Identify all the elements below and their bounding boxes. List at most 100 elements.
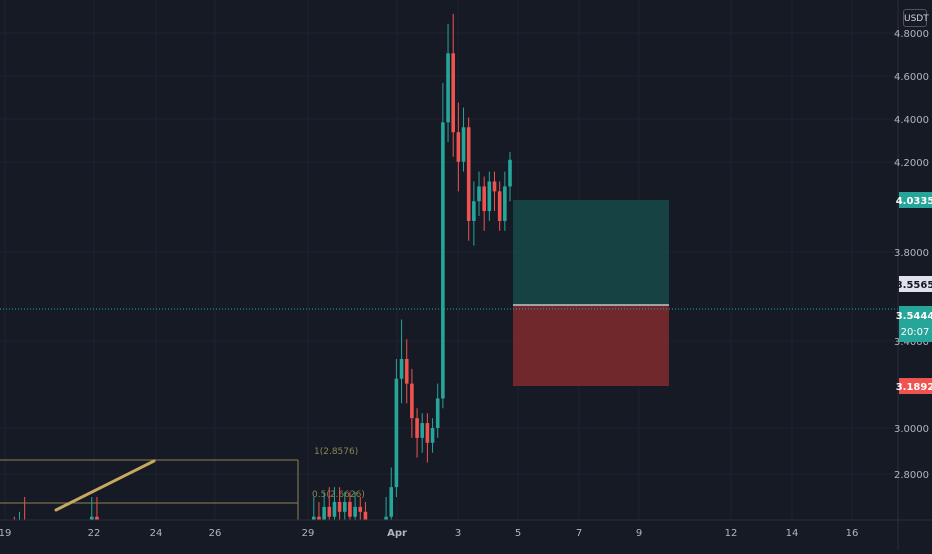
candle[interactable] [461, 107, 466, 172]
candle-body [456, 132, 461, 162]
time-tick-label: 26 [209, 528, 222, 539]
price-tick-label: 3.4000 [894, 337, 929, 348]
candle[interactable] [95, 497, 99, 520]
time-tick-label: 3 [455, 528, 461, 539]
candle-body [451, 53, 456, 133]
candle[interactable] [420, 413, 425, 453]
candle[interactable] [451, 13, 456, 157]
price-label-target: 4.0335 [896, 196, 932, 207]
candle-body [89, 516, 94, 520]
price-label-entry-bg [899, 276, 932, 292]
price-tick-label: 4.8000 [894, 29, 929, 40]
candle[interactable] [446, 23, 450, 143]
candle[interactable] [508, 151, 512, 202]
candle-body [430, 428, 435, 443]
price-label-current-bg [899, 306, 932, 342]
candle-body [477, 186, 481, 202]
candle[interactable] [441, 82, 445, 409]
candle[interactable] [472, 181, 476, 246]
candle-body [446, 53, 450, 123]
candle-body [342, 501, 347, 512]
stop-zone[interactable] [513, 305, 669, 386]
candle[interactable] [348, 492, 352, 520]
price-label-countdown: 20:07 [901, 327, 930, 338]
candle-body [420, 423, 425, 438]
candle-body [503, 186, 507, 221]
candle[interactable] [435, 383, 440, 438]
candle-body [404, 358, 409, 384]
price-tick-label: 4.6000 [894, 72, 929, 83]
price-label-stop: 3.1892 [896, 382, 932, 393]
candle-body [492, 181, 497, 192]
candle[interactable] [327, 487, 332, 520]
candle-body [435, 398, 440, 428]
candle[interactable] [332, 487, 337, 520]
time-tick-label: 19 [0, 528, 11, 539]
candle[interactable] [389, 467, 394, 520]
candle[interactable] [342, 492, 347, 520]
candle-body [363, 511, 368, 520]
price-label-stop-bg [899, 378, 932, 394]
time-axis-bg [0, 520, 932, 550]
price-label-current: 3.5444 [896, 311, 932, 322]
candle[interactable] [415, 408, 419, 458]
candle-body [322, 506, 326, 520]
candle-body [348, 501, 352, 517]
time-tick-label: 22 [88, 528, 101, 539]
candle[interactable] [311, 497, 316, 520]
candle-body [389, 487, 394, 517]
candle[interactable] [410, 368, 414, 438]
candle[interactable] [425, 413, 430, 463]
candle[interactable] [497, 181, 502, 231]
time-tick-label: 7 [576, 528, 582, 539]
price-tick-label: 3.8000 [894, 248, 929, 259]
candle[interactable] [394, 358, 399, 498]
time-tick-label: 16 [846, 528, 859, 539]
candle[interactable] [482, 176, 486, 231]
price-axis-bg [898, 0, 932, 550]
candle-body [311, 516, 316, 520]
candle-body [425, 423, 430, 443]
candle[interactable] [477, 171, 481, 217]
candle-body [394, 378, 399, 488]
trend-line[interactable] [54, 459, 156, 512]
time-tick-label: 9 [636, 528, 642, 539]
currency-selector[interactable]: USDT [903, 9, 929, 27]
candle-body [415, 418, 419, 438]
target-zone[interactable] [513, 200, 669, 305]
price-tick-label: 4.2000 [894, 158, 929, 169]
price-tick-label: 3.0000 [894, 424, 929, 435]
time-tick-label: 14 [786, 528, 799, 539]
candle[interactable] [399, 319, 404, 404]
time-tick-label: 12 [725, 528, 738, 539]
candle-body [482, 186, 486, 212]
candle[interactable] [503, 171, 507, 231]
time-tick-label: 5 [515, 528, 521, 539]
candle[interactable] [492, 171, 497, 212]
candle[interactable] [89, 497, 94, 520]
candle-body [497, 191, 502, 221]
candle[interactable] [466, 117, 471, 241]
candle[interactable] [430, 418, 435, 453]
price-tick-label: 4.4000 [894, 115, 929, 126]
candles [3, 13, 512, 554]
candle-body [441, 122, 445, 399]
candle-body [337, 501, 342, 512]
candle[interactable] [317, 501, 321, 520]
candle[interactable] [456, 102, 461, 192]
candle[interactable] [487, 171, 492, 221]
candle[interactable] [358, 497, 363, 520]
candle[interactable] [404, 339, 409, 404]
candle[interactable] [337, 487, 342, 520]
candle[interactable] [363, 501, 368, 520]
candle-body [399, 358, 404, 379]
candle[interactable] [353, 492, 357, 520]
price-label-entry: 3.5565 [896, 280, 932, 291]
time-tick-label: Apr [387, 528, 407, 539]
candle[interactable] [384, 497, 388, 520]
candle[interactable] [322, 492, 326, 520]
price-label-target-bg [899, 192, 932, 208]
candle-body [466, 127, 471, 221]
